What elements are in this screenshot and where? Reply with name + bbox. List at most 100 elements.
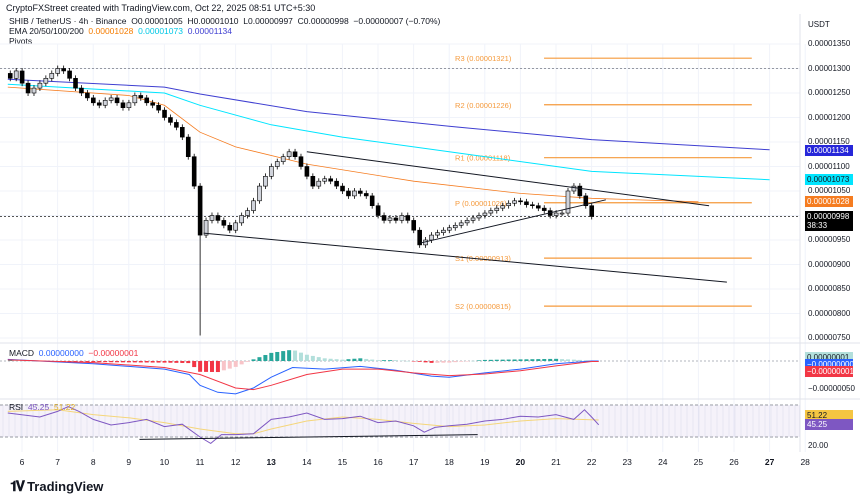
price_axis-badges-badge: 0.00001028 [805,196,853,207]
candle [108,97,114,101]
badge-value: 0.00000998 [807,212,850,221]
pivot-label: P (0.00001026) [455,199,507,208]
ema-label: EMA 20/50/100/200 [9,26,84,36]
macd-histogram-bar [251,359,256,361]
candle [583,195,589,206]
time-axis-label: 22 [586,457,597,467]
macd-axis_badges-badge: 0.00000001 [805,352,853,363]
candle [114,97,120,104]
macd-histogram-bar [20,360,25,362]
candle [334,180,339,187]
macd-histogram-bar [447,361,452,363]
candle [251,200,256,211]
candle [429,234,434,241]
macd-axis_badges-badge: −0.00000000 [805,359,854,370]
macd-histogram-bar [26,360,31,362]
rsi-band [0,405,800,437]
price-axis-tick: 0.00000950 [808,235,851,244]
candle [346,190,351,197]
candle [375,205,381,216]
price-axis-tick: 0.00000900 [808,259,851,269]
symbol-legend: SHIB / TetherUS · 4h · Binance O0.000010… [9,16,440,26]
price_axis-badges-badge: 0.00001073 [805,174,853,185]
macd-histogram-bar [293,350,298,361]
candle [470,217,476,221]
ema-legend[interactable]: EMA 20/50/100/200 0.00001028 0.00001073 … [9,26,232,36]
candle [43,78,49,84]
candle [536,205,541,209]
candle [91,97,96,104]
macd-histogram-bar [174,361,179,363]
candle [67,70,72,79]
macd-histogram-bar [109,361,114,363]
candle [102,100,108,106]
candle [227,225,233,231]
time-axis-label: 26 [729,457,739,467]
rsi-value: 45.25 [27,402,50,412]
pivot-label: R1 (0.00001118) [455,154,511,163]
ema50-value: 0.00001028 [88,26,134,36]
macd-histogram-bar [387,360,392,361]
candle [435,232,440,236]
candle [387,217,393,221]
candle [512,200,517,204]
candle [73,78,78,89]
candle [215,215,221,221]
price-axis-tick: 0.00001150 [808,137,850,146]
rsi-legend[interactable]: RSI 45.25 51.22 [9,402,75,412]
macd-histogram-bar [471,360,476,362]
macd-histogram-bar [376,360,381,361]
macd-histogram-bar [275,351,280,361]
candle [61,68,66,72]
candle [31,87,37,94]
signal-value: −0.00000001 [88,348,139,358]
time-axis-label: 18 [444,457,454,467]
candle [209,215,215,221]
time-axis-label: 19 [480,457,490,467]
price-axis-tick: 0.00001200 [808,112,851,122]
macd-histogram-bar [435,361,440,363]
time-axis-label: 21 [551,457,561,467]
bar-countdown: 38:33 [807,221,828,230]
ema200-line [7,78,770,151]
time-axis-label: 9 [126,457,132,467]
macd-histogram-bar [506,359,511,361]
macd-histogram-bar [494,359,499,361]
candle [7,73,13,79]
time-axis-label: 10 [159,457,170,467]
candle [589,205,595,217]
tradingview-logo[interactable]: 𝟏𝐕 TradingView [10,478,103,495]
macd-histogram-bar [73,361,78,362]
macd-histogram-bar [263,355,268,361]
macd-histogram-bar [560,359,565,361]
candle [13,70,19,79]
candle [150,102,155,106]
macd-histogram-bar [548,358,553,361]
pivots-legend[interactable]: Pivots [9,36,33,46]
macd-histogram-bar [8,360,13,362]
time-axis-label: 16 [373,457,383,467]
candle [464,220,470,224]
time-axis-label: 11 [195,457,205,467]
candle [37,82,43,89]
candle [49,73,55,79]
macd-histogram-bar [316,357,321,361]
candle [494,207,500,211]
macd-histogram-bar [304,354,309,361]
brand-name: TradingView [27,479,104,494]
pivot-label: R2 (0.00001226) [455,101,512,110]
price-axis-tick: 0.00000850 [808,284,851,293]
badge-value: 0.00001134 [807,146,849,155]
macd-histogram-bar [198,361,203,372]
macd-histogram-bar [186,361,191,364]
candle [239,215,244,224]
macd-histogram-bar [85,361,90,362]
symbol-name[interactable]: SHIB / TetherUS · 4h · Binance [9,16,127,26]
candle [322,178,328,182]
macd-axis_badges-badge: −0.00000001 [805,366,854,377]
time-axis-label: 20 [515,457,526,467]
macd-histogram-bar [91,361,96,363]
candle [369,195,375,206]
macd-legend[interactable]: MACD 0.00000000 −0.00000001 [9,348,138,358]
